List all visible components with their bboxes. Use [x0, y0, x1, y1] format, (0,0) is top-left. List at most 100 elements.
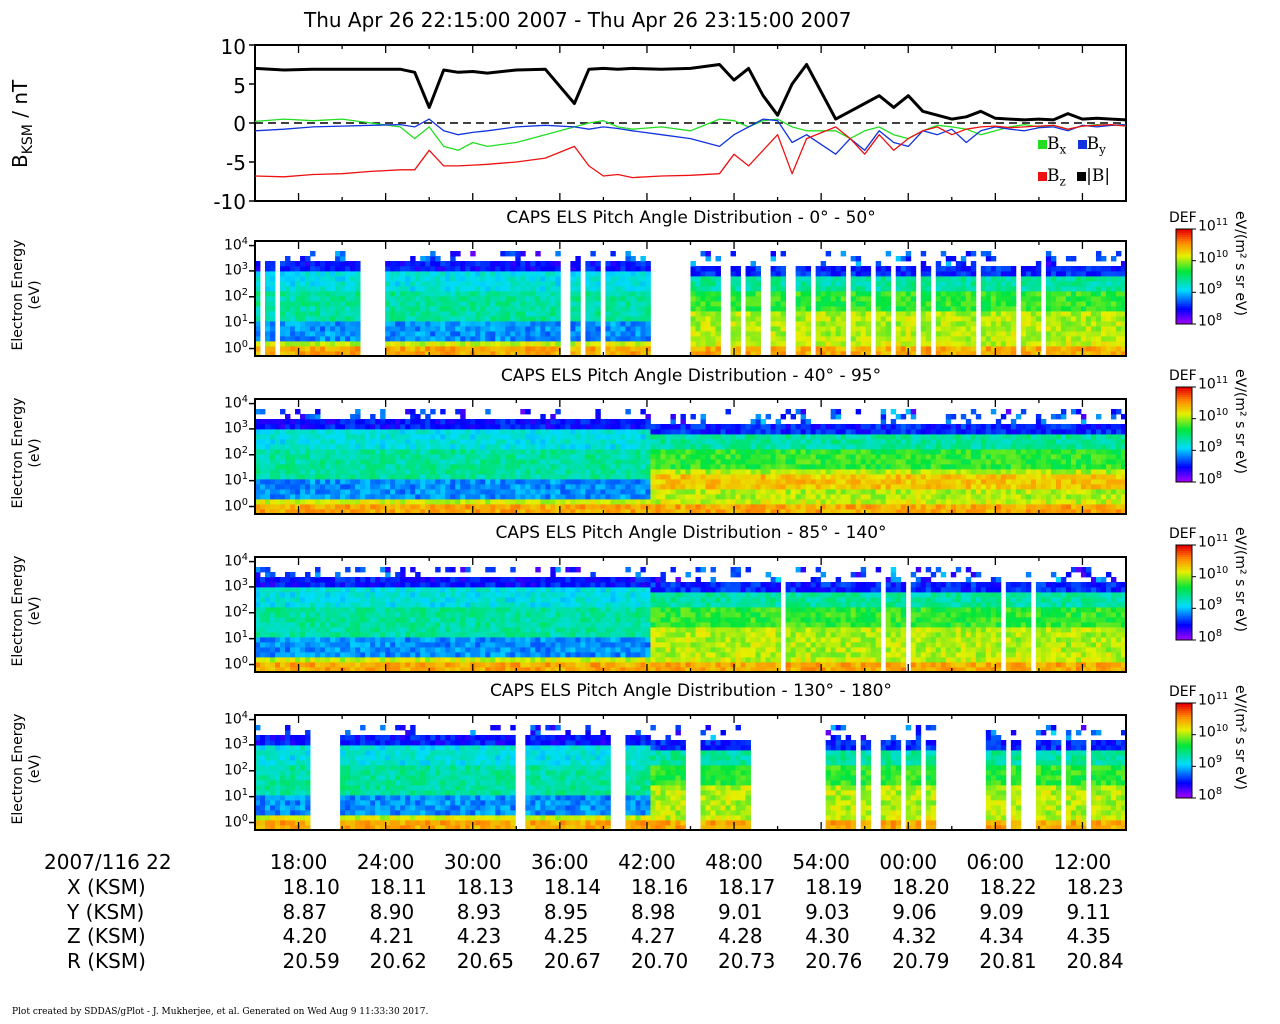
spectrogram-cell	[405, 351, 411, 357]
spectrogram-cell	[1110, 276, 1117, 282]
spectrogram-cell	[310, 479, 316, 485]
spectrogram-cell	[290, 489, 296, 495]
spectrogram-cell	[745, 301, 751, 307]
spectrogram-cell	[295, 321, 301, 327]
spectrogram-cell	[355, 429, 361, 435]
spectrogram-cell	[835, 286, 842, 292]
spectrogram-cell	[480, 479, 486, 485]
spectrogram-cell	[875, 281, 882, 287]
spectrogram-cell	[865, 306, 872, 312]
spectrogram-cell	[645, 346, 651, 352]
spectrogram-cell	[960, 326, 967, 332]
spectrogram-cell	[455, 271, 461, 277]
spectrogram-cell	[440, 271, 446, 277]
spectrogram-cell	[555, 459, 561, 465]
spectrogram-cell	[605, 509, 611, 515]
spectrogram-cell	[665, 484, 671, 490]
spectrogram-cell	[865, 341, 872, 347]
spectrogram-cell	[400, 449, 406, 455]
spectrogram-cell	[1095, 351, 1102, 357]
spectrogram-cell	[780, 266, 787, 272]
spectrogram-cell	[960, 321, 967, 327]
spectrogram-cell	[1055, 316, 1062, 322]
spectrogram-cell	[770, 484, 776, 490]
spectrogram-cell	[830, 266, 837, 272]
spectrogram-cell	[595, 336, 601, 342]
spectrogram-cell	[740, 479, 746, 485]
spectrogram-cell	[835, 281, 842, 287]
spectrogram-cell	[700, 266, 706, 272]
spectrogram-cell	[295, 424, 301, 430]
spectrogram-cell	[385, 449, 391, 455]
spectrogram-cell	[405, 489, 411, 495]
spectrogram-cell	[535, 424, 541, 430]
spectrogram-cell	[430, 444, 436, 450]
spectrogram-cell	[475, 489, 481, 495]
spectrogram-cell	[440, 326, 446, 332]
spectrogram-cell	[845, 444, 852, 450]
spectrogram-cell	[815, 286, 822, 292]
spectrogram-cell	[550, 489, 556, 495]
spectrogram-cell	[520, 439, 526, 445]
spectrogram-cell	[660, 489, 666, 495]
spectrogram-cell	[325, 464, 331, 470]
spectrogram-cell	[1065, 351, 1072, 357]
spectrogram-cell	[795, 484, 802, 490]
spectrogram-cell	[815, 316, 822, 322]
spectrogram-cell	[800, 464, 807, 470]
spectrogram-cell	[1060, 296, 1067, 302]
spectrogram-cell	[955, 266, 962, 272]
spectrogram-cell	[610, 419, 616, 425]
spectrogram-cell	[750, 454, 756, 460]
spectrogram-cell	[520, 459, 526, 465]
spectrogram-cell	[585, 464, 591, 470]
spectrogram-cell	[1075, 331, 1082, 337]
spectrogram-cell	[800, 419, 807, 425]
spectrogram-cell	[390, 276, 396, 282]
spectrogram-cell	[600, 459, 606, 465]
spectrogram-cell	[1050, 261, 1057, 267]
spectrogram-cell	[980, 281, 987, 287]
spectrogram-cell	[350, 286, 356, 292]
spectrogram-cell	[540, 271, 546, 277]
spectrogram-cell	[390, 429, 396, 435]
spectrogram-cell	[1020, 276, 1027, 282]
spectrogram-cell	[335, 301, 341, 307]
spectrogram-cell	[635, 261, 641, 267]
spectrogram-cell	[640, 276, 646, 282]
spectrogram-cell	[395, 271, 401, 277]
spectrogram-cell	[520, 479, 526, 485]
spectrogram-cell	[765, 459, 771, 465]
spectrogram-cell	[545, 439, 551, 445]
spectrogram-cell	[575, 321, 581, 327]
spectrogram-cell	[280, 474, 286, 480]
spectrogram-cell	[395, 301, 401, 307]
spectrogram-cell	[490, 419, 496, 425]
spectrogram-cell	[340, 301, 346, 307]
spectrogram-cell	[610, 351, 616, 357]
spectrogram-cell	[355, 474, 361, 480]
spectrogram-cell	[760, 494, 766, 500]
spectrogram-cell	[290, 429, 296, 435]
spectrogram-cell	[615, 311, 621, 317]
spectrogram-cell	[710, 424, 716, 430]
spectrogram-cell	[505, 321, 511, 327]
spectrogram-cell	[485, 454, 491, 460]
spectrogram-cell	[330, 341, 336, 347]
spectrogram-cell	[630, 504, 636, 510]
spectrogram-cell	[875, 336, 882, 342]
spectrogram-cell	[880, 321, 887, 327]
spectrogram-cell	[865, 276, 872, 282]
spectrogram-cell	[480, 469, 486, 475]
spectrogram-cell	[985, 336, 992, 342]
spectrogram-cell	[585, 494, 591, 500]
spectrogram-cell	[510, 251, 516, 257]
spectrogram-cell	[620, 439, 626, 445]
spectrogram-cell	[835, 464, 842, 470]
spectrogram-cell	[965, 251, 972, 257]
spectrogram-cell	[775, 489, 782, 495]
spectrogram-cell	[420, 444, 426, 450]
spectrogram-cell	[990, 316, 997, 322]
spectrogram-cell	[755, 489, 761, 495]
spectrogram-cell	[650, 454, 656, 460]
